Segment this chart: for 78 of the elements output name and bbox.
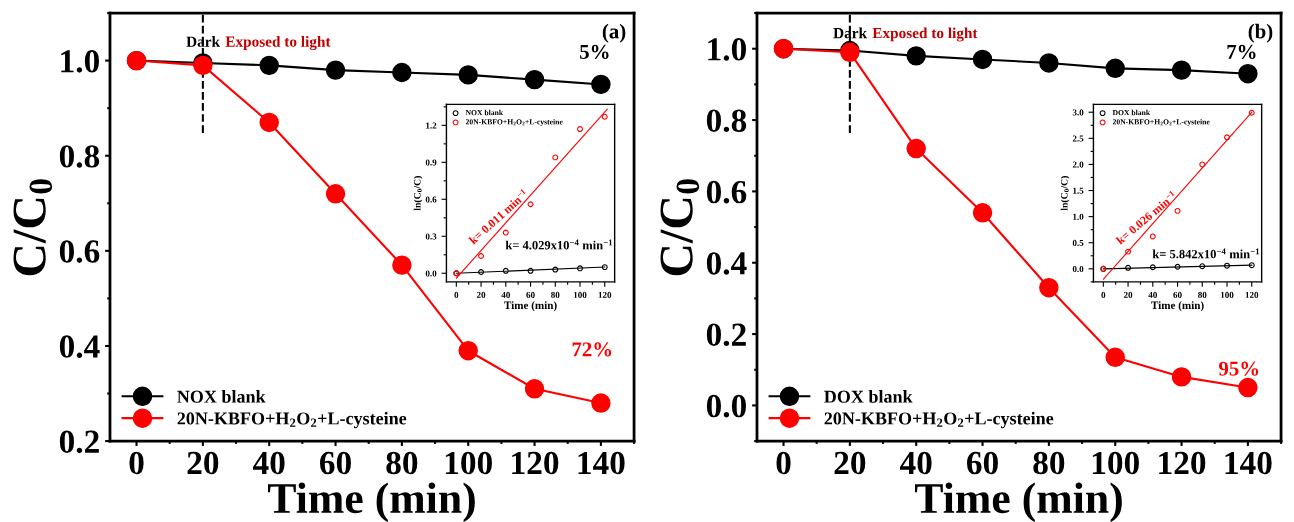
- y-tick-label: 3.0: [1072, 109, 1084, 116]
- chart-title: (a): [602, 23, 626, 43]
- x-tick-label: 120: [1159, 451, 1206, 475]
- y-tick-label: 0.0: [425, 270, 437, 277]
- y-tick-label: 0.6: [706, 180, 747, 204]
- x-tick-label: 0: [776, 451, 791, 475]
- y-tick-label: 1.5: [1073, 187, 1084, 194]
- y-tick-label: 0.2: [706, 323, 746, 347]
- y-axis-title: ln(C$_{0}$/C): [413, 176, 423, 211]
- x-tick-label: 60: [320, 451, 351, 475]
- y-tick-label: 0.0: [706, 394, 746, 418]
- y-tick-label: 0.0: [1072, 265, 1084, 273]
- annotation: 95%: [1219, 361, 1259, 376]
- x-tick-label: 120: [598, 291, 612, 298]
- y-tick-label: 0.8: [706, 109, 747, 133]
- legend-label: 20N-KBFO+H$_{2}$O$_{2}$+L-cysteine: [824, 411, 1054, 429]
- y-axis-title: C/C$_{0}$: [660, 179, 700, 276]
- y-tick-label: 1.0: [1073, 213, 1084, 220]
- x-tick-label: 20: [187, 451, 219, 475]
- annotation: Dark: [833, 27, 868, 39]
- x-tick-label: 0: [454, 291, 459, 298]
- x-axis-title: Time (min): [914, 482, 1122, 522]
- x-tick-label: 120: [1245, 291, 1259, 298]
- legend-label: 20N-KBFO+H$_{2}$O$_{2}$+L-cysteine: [177, 411, 407, 429]
- annotation: Exposed to light: [225, 36, 331, 50]
- legend-label: NOX blank: [177, 390, 266, 403]
- x-tick-label: 40: [501, 291, 510, 298]
- annotation: k= 0.026 min$^{−1}$: [1114, 190, 1178, 245]
- x-tick-label: 20: [476, 291, 486, 298]
- x-tick-label: 140: [578, 451, 625, 475]
- y-tick-label: 0.6: [425, 196, 437, 203]
- x-tick-label: 20: [1123, 291, 1133, 298]
- annotation: k= 5.842x10$^{−4}$ min$^{−1}$: [1152, 248, 1260, 259]
- x-tick-label: 100: [1220, 291, 1234, 298]
- y-tick-label: 1.0: [61, 50, 99, 73]
- x-tick-label: 0: [1101, 291, 1106, 298]
- x-axis-title: Time (min): [1151, 301, 1204, 312]
- y-tick-label: 0.9: [425, 159, 437, 166]
- x-tick-label: 100: [445, 451, 492, 475]
- legend-label: DOX blank: [824, 390, 913, 403]
- x-tick-label: 100: [573, 291, 587, 298]
- annotation: 5%: [580, 44, 609, 59]
- annotation: Exposed to light: [872, 27, 978, 42]
- y-tick-label: 2.5: [1072, 135, 1084, 142]
- x-tick-label: 60: [526, 291, 535, 298]
- x-tick-label: 100: [1092, 451, 1139, 475]
- x-tick-label: 40: [252, 451, 285, 475]
- annotation: k= 4.029x10$^{−4}$ min$^{−1}$: [505, 239, 613, 250]
- x-axis-title: Time (min): [267, 482, 475, 522]
- annotation: Dark: [186, 36, 221, 47]
- chart-title: (b): [1248, 23, 1273, 43]
- x-tick-label: 0: [129, 451, 144, 475]
- y-tick-label: 2.0: [1072, 161, 1084, 168]
- x-tick-label: 20: [834, 451, 866, 475]
- x-axis-title: Time (min): [504, 301, 557, 312]
- annotation: 7%: [1227, 44, 1256, 59]
- y-tick-label: 0.2: [59, 430, 99, 454]
- x-tick-label: 120: [512, 451, 559, 475]
- x-tick-label: 40: [1148, 291, 1157, 298]
- y-tick-label: 0.3: [425, 233, 437, 240]
- y-tick-label: 0.4: [59, 335, 100, 359]
- y-tick-label: 0.8: [59, 145, 100, 168]
- x-tick-label: 80: [1033, 451, 1065, 475]
- x-tick-label: 80: [386, 451, 418, 475]
- y-tick-label: 1.2: [426, 122, 437, 129]
- x-tick-label: 80: [551, 291, 560, 298]
- y-tick-label: 0.4: [706, 252, 747, 275]
- x-tick-label: 80: [1198, 291, 1207, 298]
- y-tick-label: 0.5: [1072, 239, 1084, 246]
- x-tick-label: 140: [1225, 451, 1272, 475]
- y-tick-label: 1.0: [708, 38, 746, 61]
- x-tick-label: 60: [967, 451, 998, 475]
- x-tick-label: 40: [899, 451, 932, 475]
- y-tick-label: 0.6: [59, 240, 100, 263]
- y-axis-title: ln(C$_{0}$/C): [1060, 176, 1070, 211]
- annotation: 72%: [572, 342, 612, 357]
- x-tick-label: 60: [1173, 291, 1182, 298]
- y-axis-title: C/C$_{0}$: [13, 179, 53, 276]
